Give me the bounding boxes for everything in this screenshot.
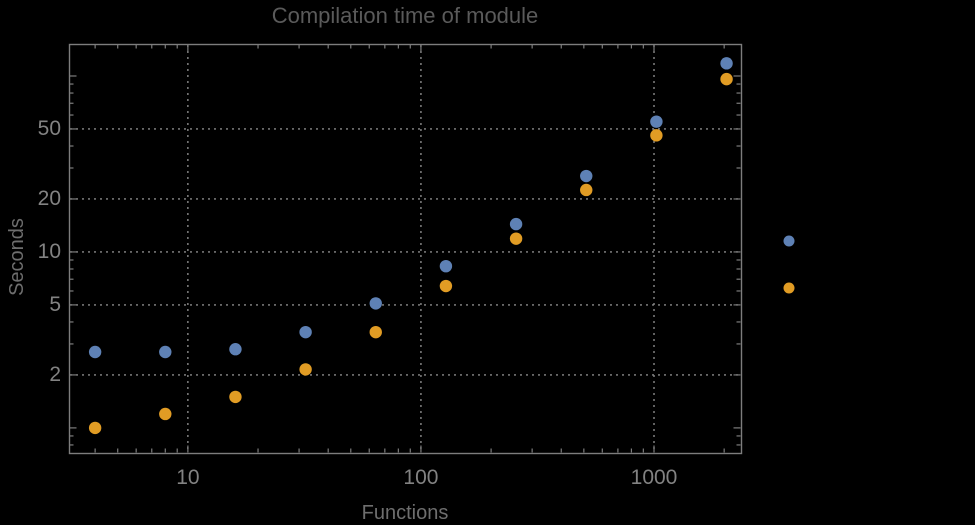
data-point-series-2-orange: [88, 421, 102, 435]
data-point-series-1-blue: [439, 259, 453, 273]
legend-marker: [783, 282, 795, 294]
plot-frame: [68, 43, 743, 455]
legend-marker: [783, 235, 795, 247]
data-point-series-1-blue: [88, 345, 102, 359]
data-point-series-2-orange: [159, 407, 172, 421]
data-point-series-2-orange: [229, 390, 242, 404]
data-point-series-2-orange: [299, 363, 312, 376]
data-point-series-1-blue: [159, 345, 172, 359]
data-point-series-1-blue: [299, 325, 312, 339]
y-tick-label: 20: [38, 187, 61, 210]
x-tick-label: 10: [176, 466, 199, 489]
y-tick-label: 50: [38, 117, 61, 140]
x-tick-label: 100: [403, 466, 438, 489]
data-point-series-1-blue: [650, 115, 663, 128]
data-point-series-2-orange: [720, 72, 733, 86]
data-point-series-2-orange: [650, 129, 663, 142]
data-point-series-1-blue: [580, 169, 593, 183]
data-point-series-1-blue: [229, 343, 242, 356]
x-tick-label: 1000: [631, 466, 678, 489]
data-point-series-1-blue: [509, 217, 523, 231]
data-point-series-2-orange: [369, 325, 382, 339]
data-point-series-2-orange: [509, 232, 523, 245]
data-point-series-1-blue: [369, 297, 382, 310]
chart-title: Compilation time of module: [271, 3, 539, 28]
y-tick-label: 5: [49, 293, 61, 316]
y-tick-label: 10: [38, 240, 61, 263]
data-point-series-2-orange: [580, 183, 593, 197]
data-point-series-1-blue: [720, 57, 733, 70]
data-point-series-2-orange: [439, 279, 453, 293]
x-axis-label: Functions: [361, 502, 449, 524]
y-tick-label: 2: [49, 363, 61, 386]
